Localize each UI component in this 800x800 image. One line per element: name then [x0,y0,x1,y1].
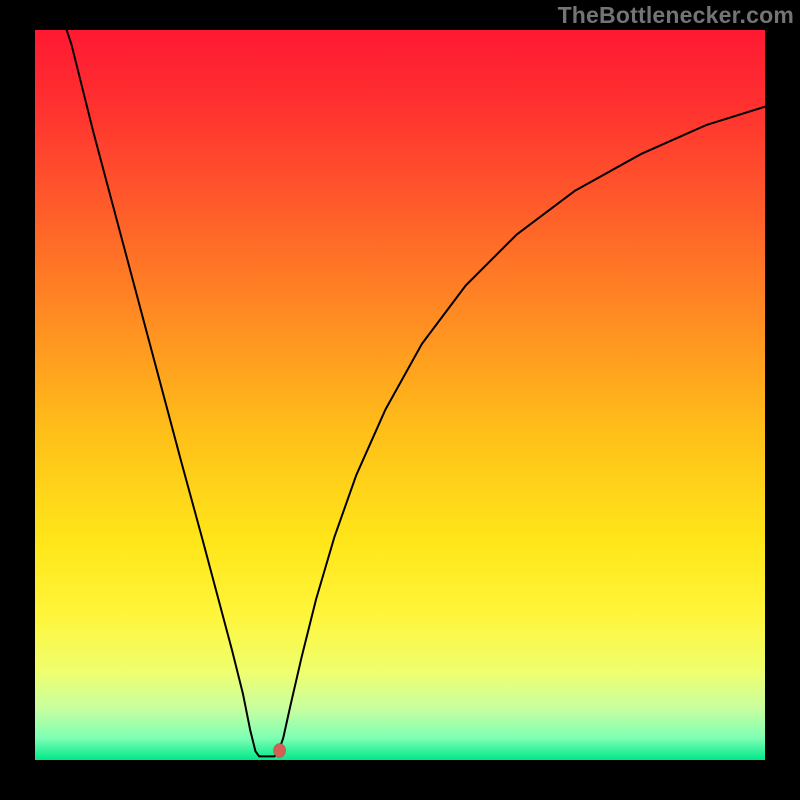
bottleneck-chart [0,0,800,800]
chart-container: TheBottlenecker.com [0,0,800,800]
optimum-marker [274,744,286,758]
watermark-text: TheBottlenecker.com [558,2,794,29]
plot-area [35,30,765,760]
